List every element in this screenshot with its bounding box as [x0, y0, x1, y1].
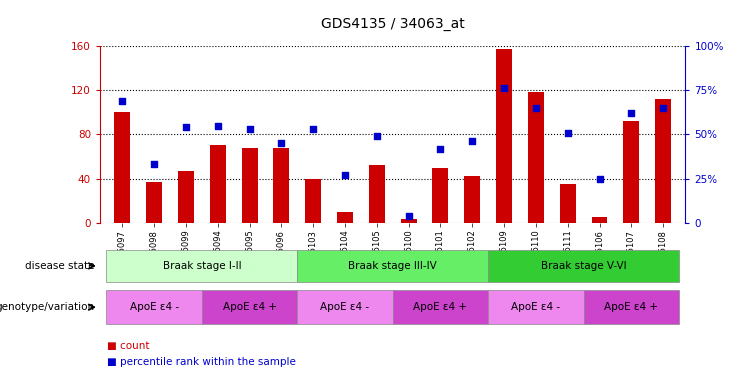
Bar [488, 250, 679, 282]
Point [308, 126, 319, 132]
Bar [488, 290, 584, 324]
Bar [107, 250, 297, 282]
Bar [591, 217, 608, 223]
Bar [433, 167, 448, 223]
Text: ApoE ε4 +: ApoE ε4 + [605, 302, 658, 312]
Point [402, 213, 414, 219]
Point [180, 124, 192, 131]
Text: disease state: disease state [24, 261, 94, 271]
Text: genotype/variation: genotype/variation [0, 302, 94, 312]
Point [466, 138, 478, 144]
Bar [305, 179, 321, 223]
Bar [210, 146, 226, 223]
Text: ■ percentile rank within the sample: ■ percentile rank within the sample [107, 357, 296, 367]
Bar [107, 290, 202, 324]
Bar [623, 121, 639, 223]
Bar [337, 212, 353, 223]
Text: Braak stage III-IV: Braak stage III-IV [348, 261, 437, 271]
Text: Braak stage I-II: Braak stage I-II [162, 261, 241, 271]
Text: ApoE ε4 -: ApoE ε4 - [511, 302, 560, 312]
Bar [401, 219, 416, 223]
Point [625, 110, 637, 116]
Text: ApoE ε4 -: ApoE ε4 - [320, 302, 370, 312]
Bar [297, 250, 488, 282]
Bar [273, 148, 289, 223]
Text: ■ count: ■ count [107, 341, 150, 351]
Bar [146, 182, 162, 223]
Bar [178, 171, 194, 223]
Text: ApoE ε4 +: ApoE ε4 + [413, 302, 468, 312]
Bar [369, 166, 385, 223]
Bar [655, 99, 671, 223]
Bar [584, 290, 679, 324]
Text: GDS4135 / 34063_at: GDS4135 / 34063_at [321, 17, 465, 31]
Point [530, 105, 542, 111]
Bar [393, 290, 488, 324]
Point [498, 85, 510, 91]
Text: Braak stage V-VI: Braak stage V-VI [541, 261, 626, 271]
Text: ApoE ε4 +: ApoE ε4 + [222, 302, 276, 312]
Bar [559, 184, 576, 223]
Point [434, 146, 446, 152]
Point [276, 140, 288, 146]
Bar [202, 290, 297, 324]
Bar [114, 112, 130, 223]
Point [657, 105, 669, 111]
Point [562, 129, 574, 136]
Point [594, 175, 605, 182]
Point [148, 161, 160, 167]
Point [116, 98, 128, 104]
Point [371, 133, 383, 139]
Bar [465, 176, 480, 223]
Point [212, 122, 224, 129]
Bar [242, 148, 258, 223]
Text: ApoE ε4 -: ApoE ε4 - [130, 302, 179, 312]
Point [244, 126, 256, 132]
Bar [496, 50, 512, 223]
Point [339, 172, 351, 178]
Bar [297, 290, 393, 324]
Bar [528, 93, 544, 223]
